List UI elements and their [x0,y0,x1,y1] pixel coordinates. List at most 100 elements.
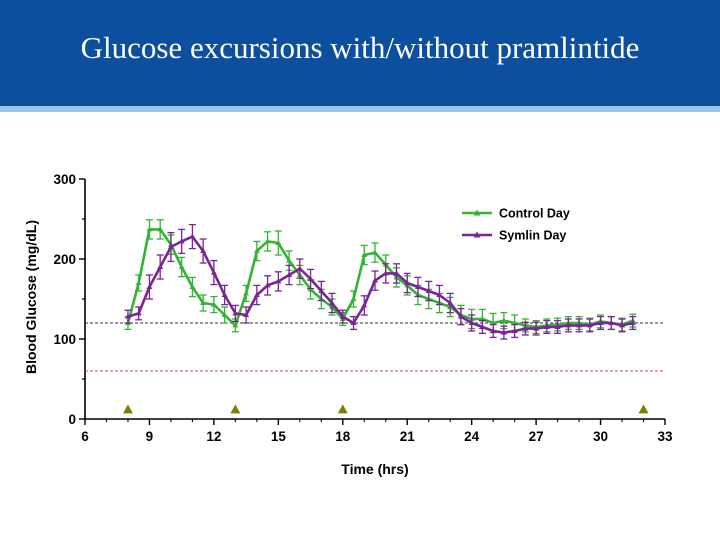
legend: Control Day Symlin Day [462,207,570,243]
legend-swatch-marker [473,231,481,238]
data-point [329,300,336,305]
x-tick-label: 24 [464,429,480,444]
data-point [447,300,454,305]
data-point [372,249,378,255]
data-point [318,288,325,293]
data-point [382,270,389,276]
data-point [307,276,314,281]
data-point [200,248,207,253]
data-point [157,226,164,232]
y-axis-title: Blood Glucose (mg/dL) [23,220,39,374]
legend-item-control-day: Control Day [462,207,570,221]
data-point [124,313,131,319]
data-point [135,280,142,285]
legend-swatch-marker [473,209,481,216]
series-layer [124,219,637,340]
data-point [372,277,378,283]
data-point [511,328,518,333]
y-tick-label: 200 [53,252,76,267]
series-symlin-day [124,223,637,340]
data-point [264,238,271,244]
data-point [565,322,572,328]
data-point [264,282,271,288]
data-point [393,270,400,276]
chart-axes: 0 100 200 300 6 9 12 15 18 21 24 27 30 33 [53,172,673,444]
x-tick-label: 33 [657,429,673,444]
data-point [500,329,507,335]
y-tick-label: 100 [53,332,76,347]
data-point [296,265,303,271]
data-point [490,320,497,325]
data-point [178,238,185,244]
data-point [200,300,207,305]
data-point [189,284,196,289]
x-tick-label: 18 [335,429,351,444]
data-point [597,320,604,325]
series-line [127,235,634,334]
data-point [608,320,615,325]
meal-markers [122,404,649,414]
x-tick-label: 12 [206,429,221,444]
data-point [479,316,486,321]
data-point [511,320,518,325]
title-accent-stripe [0,106,720,112]
data-point [339,313,346,319]
x-tick-label: 21 [400,429,416,444]
data-point [543,324,550,329]
x-tick-label: 9 [146,429,154,444]
data-point [243,290,250,296]
legend-label: Control Day [499,207,570,221]
x-tick-label: 6 [81,429,89,444]
data-point [275,278,282,284]
data-point [361,302,368,308]
data-point [135,310,142,316]
x-tick-label: 27 [529,429,544,444]
data-point [468,320,475,325]
data-point [500,317,507,323]
data-point [189,233,196,239]
data-point [350,320,357,325]
reference-lines [85,322,665,372]
legend-label: Symlin Day [499,229,566,243]
legend-item-symlin-day: Symlin Day [462,229,566,243]
slide-title: Glucose excursions with/without pramlint… [80,30,640,65]
data-point [404,280,411,285]
data-point [479,324,486,329]
data-point [619,322,626,328]
data-point [425,288,432,293]
meal-marker-triangle [230,404,241,414]
data-point [554,324,561,329]
data-point [210,301,217,307]
y-tick-label: 300 [53,172,76,187]
x-tick-label: 30 [593,429,608,444]
data-point [178,264,185,269]
data-point [457,313,464,319]
data-point [350,296,357,301]
data-point [576,322,583,328]
data-point [253,248,260,253]
data-point [286,257,293,263]
meal-marker-triangle [122,404,133,414]
data-point [167,244,174,249]
data-point [157,264,164,269]
data-point [586,322,593,328]
x-tick-label: 15 [271,429,287,444]
data-point [522,325,529,331]
data-point [221,312,228,317]
data-point [232,310,239,316]
data-point [221,292,228,297]
data-point [490,328,497,333]
data-point [286,272,293,277]
meal-marker-triangle [337,404,348,414]
series-line [126,228,634,329]
x-axis-title: Time (hrs) [341,461,408,477]
data-point [146,284,153,289]
data-point [232,322,239,328]
title-bar [0,0,720,112]
data-point [210,269,217,275]
data-point [253,292,260,297]
data-point [414,284,421,289]
data-point [146,226,153,232]
y-tick-label: 0 [68,412,76,427]
